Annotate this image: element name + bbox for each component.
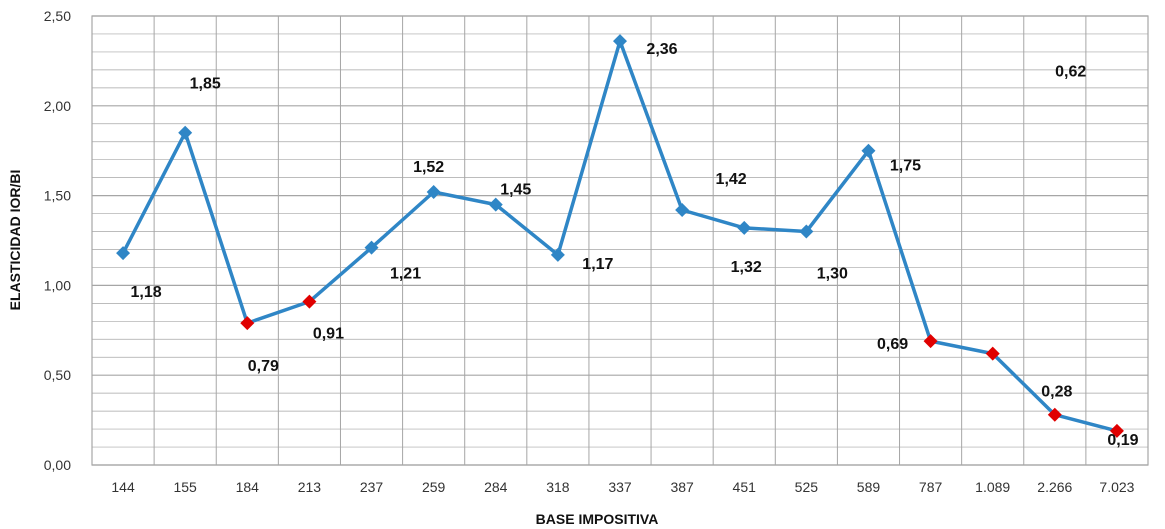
x-tick-label: 787	[919, 479, 943, 495]
x-axis-ticks: 144 155 184 213 237 259 284 318 337 387 451 525 589 7…	[111, 479, 1134, 495]
plot-area-border	[91, 15, 1149, 466]
data-label: 0,69	[877, 336, 908, 353]
grid-lines	[91, 15, 1149, 466]
data-point	[488, 197, 503, 212]
data-label: 0,62	[1055, 64, 1086, 81]
data-label: 0,19	[1107, 432, 1138, 449]
data-point	[1109, 423, 1124, 438]
data-point	[550, 247, 565, 262]
x-tick-label: 237	[360, 479, 384, 495]
x-tick-label: 451	[733, 479, 757, 495]
x-tick-label: 1.089	[975, 479, 1010, 495]
data-label: 1,42	[716, 171, 747, 188]
y-tick-label: 1,50	[44, 188, 71, 204]
data-point	[861, 143, 876, 158]
x-tick-label: 525	[795, 479, 819, 495]
x-tick-label: 213	[298, 479, 322, 495]
data-label: 1,52	[413, 159, 444, 176]
data-label: 1,18	[130, 284, 161, 301]
y-tick-label: 1,00	[44, 277, 71, 293]
data-markers	[116, 34, 1124, 438]
data-point	[737, 220, 752, 235]
data-label: 1,85	[190, 76, 221, 93]
data-point	[1047, 407, 1062, 422]
x-tick-label: 7.023	[1099, 479, 1134, 495]
x-tick-label: 259	[422, 479, 446, 495]
x-axis-title: BASE IMPOSITIVA	[536, 511, 659, 527]
x-tick-label: 387	[670, 479, 694, 495]
data-label: 0,28	[1041, 384, 1072, 401]
data-point	[178, 125, 193, 140]
x-tick-label: 2.266	[1037, 479, 1072, 495]
data-label: 0,91	[313, 326, 344, 343]
data-point	[302, 294, 317, 309]
data-point	[985, 346, 1000, 361]
data-labels: 1,18 1,85 0,79 0,91 1,21 1,52 1,45 1,17 2,36 1,42…	[130, 41, 1138, 449]
data-point	[364, 240, 379, 255]
data-point	[923, 334, 938, 349]
data-label: 1,75	[890, 158, 921, 175]
x-tick-label: 284	[484, 479, 508, 495]
x-tick-label: 144	[111, 479, 135, 495]
data-label: 1,21	[390, 266, 421, 283]
y-tick-label: 2,50	[44, 8, 71, 24]
y-tick-label: 2,00	[44, 98, 71, 114]
data-label: 1,45	[500, 182, 531, 199]
x-tick-label: 589	[857, 479, 881, 495]
y-tick-label: 0,00	[44, 457, 71, 473]
x-tick-label: 184	[236, 479, 260, 495]
data-label: 1,32	[731, 259, 762, 276]
data-label: 0,79	[248, 358, 279, 375]
x-tick-label: 318	[546, 479, 570, 495]
y-tick-label: 0,50	[44, 367, 71, 383]
data-point	[116, 246, 131, 261]
data-label: 1,30	[817, 266, 848, 283]
data-point	[675, 202, 690, 217]
x-tick-label: 337	[608, 479, 632, 495]
data-label: 2,36	[646, 41, 677, 58]
data-point	[426, 185, 441, 200]
x-tick-label: 155	[173, 479, 197, 495]
y-axis-ticks: 0,00 0,50 1,00 1,50 2,00 2,50	[44, 8, 71, 473]
data-label: 1,17	[582, 256, 613, 273]
y-axis-title: ELASTICIDAD IOR/BI	[7, 170, 23, 311]
data-point	[799, 224, 814, 239]
data-point	[240, 316, 255, 331]
data-point	[613, 34, 627, 49]
